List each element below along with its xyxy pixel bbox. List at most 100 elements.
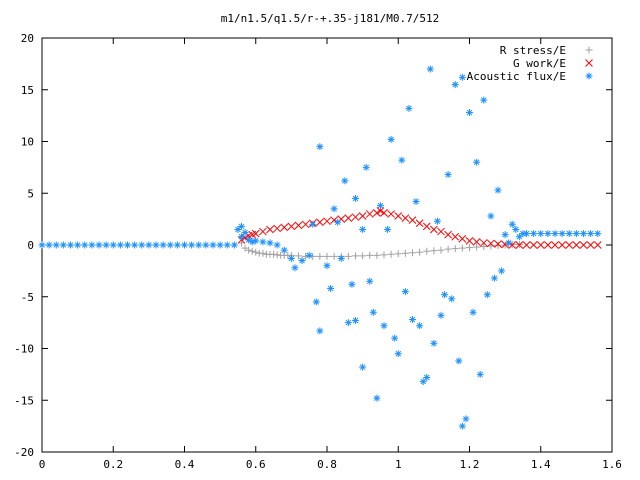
data-point	[238, 239, 245, 247]
data-point	[365, 210, 374, 218]
data-point	[458, 244, 466, 252]
data-point	[305, 251, 313, 259]
x-tick-label: 1	[395, 458, 402, 471]
data-point	[352, 194, 359, 202]
data-point	[490, 274, 498, 282]
data-point	[498, 267, 506, 275]
data-point	[88, 241, 96, 249]
data-point	[394, 250, 402, 258]
data-point	[109, 241, 117, 249]
data-point	[409, 249, 416, 257]
data-point	[316, 327, 324, 335]
data-point	[380, 251, 388, 259]
series-layer	[38, 65, 602, 430]
data-point	[352, 317, 359, 325]
data-point	[181, 241, 188, 249]
data-point	[241, 244, 249, 252]
data-point	[273, 251, 281, 259]
data-point	[294, 221, 303, 230]
data-point	[465, 237, 474, 245]
data-point	[248, 247, 256, 255]
data-point	[494, 240, 502, 248]
data-point	[451, 245, 459, 253]
data-point	[124, 241, 131, 249]
data-point	[316, 143, 324, 151]
data-point	[52, 241, 60, 249]
data-point	[344, 214, 353, 222]
data-point	[327, 284, 335, 292]
data-point	[430, 339, 438, 347]
data-point	[565, 230, 573, 238]
data-point	[544, 241, 552, 249]
data-point	[412, 198, 420, 206]
data-point	[373, 251, 381, 259]
data-point	[401, 214, 410, 222]
data-point	[387, 210, 395, 218]
data-point	[145, 241, 153, 249]
data-point	[59, 241, 67, 249]
data-point	[38, 241, 46, 249]
data-point	[376, 202, 384, 210]
data-point	[515, 241, 524, 249]
data-point	[415, 219, 424, 228]
data-point	[586, 241, 595, 249]
data-point	[401, 249, 409, 257]
data-point	[202, 241, 210, 249]
data-point	[376, 206, 385, 215]
data-point	[408, 216, 417, 225]
data-point	[316, 252, 324, 260]
data-point	[558, 230, 566, 238]
data-point	[291, 264, 299, 272]
data-point	[298, 257, 306, 265]
data-point	[216, 241, 224, 249]
data-point	[394, 350, 402, 358]
data-point	[95, 241, 103, 249]
data-point	[433, 217, 441, 225]
y-tick-label: 15	[21, 84, 34, 97]
data-point	[280, 246, 288, 254]
data-point	[458, 73, 466, 81]
data-point	[166, 241, 174, 249]
data-point	[423, 373, 431, 381]
data-point	[330, 205, 338, 213]
data-point	[309, 220, 317, 228]
data-point	[74, 241, 82, 249]
data-point	[530, 230, 538, 238]
data-point	[473, 243, 481, 251]
data-point	[479, 239, 488, 247]
data-point	[270, 250, 278, 258]
data-point	[384, 225, 392, 233]
data-point	[437, 311, 445, 319]
data-point	[522, 241, 531, 249]
data-point	[523, 230, 530, 238]
data-point	[273, 241, 281, 249]
data-point	[362, 163, 370, 171]
y-tick-label: 5	[27, 187, 34, 200]
data-point	[458, 234, 467, 243]
data-point	[441, 291, 449, 299]
data-point	[152, 241, 160, 249]
legend-marker	[585, 59, 593, 67]
data-point	[301, 220, 310, 229]
data-point	[580, 230, 587, 238]
y-tick-label: -20	[14, 446, 34, 459]
data-point	[287, 222, 296, 231]
chart-title: m1/n1.5/q1.5/r-+.35-j181/M0.7/512	[221, 12, 440, 25]
data-point	[366, 251, 374, 259]
data-point	[430, 247, 438, 255]
data-point	[259, 249, 267, 257]
data-point	[537, 230, 545, 238]
data-point	[426, 65, 434, 73]
x-tick-label: 1.2	[460, 458, 480, 471]
data-point	[565, 241, 574, 249]
data-point	[473, 158, 481, 166]
x-tick-label: 0.8	[317, 458, 337, 471]
data-point	[67, 241, 74, 249]
data-point	[409, 316, 416, 324]
x-tick-label: 0.4	[175, 458, 195, 471]
data-point	[394, 212, 403, 220]
data-point	[131, 241, 139, 249]
data-point	[230, 241, 238, 249]
data-point	[551, 230, 559, 238]
data-point	[444, 171, 452, 179]
